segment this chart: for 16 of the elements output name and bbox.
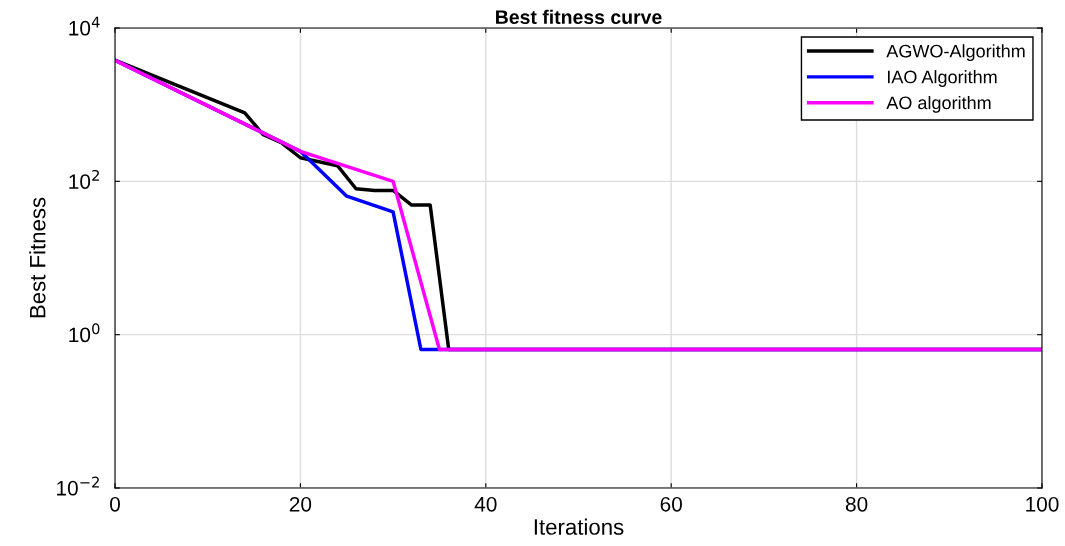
y-tick-label: 10$^{−2}$ bbox=[57, 476, 99, 496]
x-tick-label: 0 bbox=[110, 496, 120, 512]
y-axis-title: Best Fitness bbox=[29, 197, 46, 318]
legend-label: AO algorithm bbox=[886, 95, 991, 113]
legend-label: AGWO-Algorithm bbox=[886, 44, 1025, 62]
x-tick-label: 40 bbox=[474, 496, 497, 512]
legend-label: IAO Algorithm bbox=[887, 70, 997, 87]
x-tick-label: 60 bbox=[660, 496, 682, 512]
chart-title: Best fitness curve bbox=[496, 9, 662, 25]
y-tick-label: 10$^{2}$ bbox=[69, 169, 99, 189]
y-tick-label: 10$^{4}$ bbox=[69, 16, 100, 36]
x-tick-label: 20 bbox=[289, 496, 312, 512]
x-axis-title: Iterations bbox=[534, 518, 624, 535]
x-tick-label: 80 bbox=[845, 496, 868, 512]
y-tick-label: 10$^{0}$ bbox=[69, 323, 100, 343]
x-tick-label: 100 bbox=[1026, 496, 1059, 512]
